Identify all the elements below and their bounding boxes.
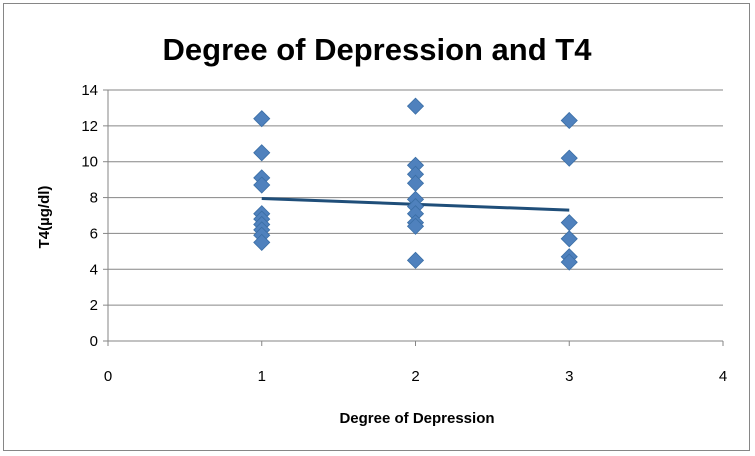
data-point bbox=[560, 214, 578, 232]
y-tick-label: 8 bbox=[90, 190, 98, 207]
data-point bbox=[253, 233, 271, 251]
y-tick-label: 14 bbox=[81, 82, 98, 99]
data-point bbox=[253, 110, 271, 128]
data-points bbox=[253, 97, 578, 271]
data-point bbox=[560, 149, 578, 167]
y-axis-label: T4(µg/dl) bbox=[36, 186, 53, 249]
y-tick-label: 0 bbox=[90, 333, 98, 350]
data-point bbox=[253, 176, 271, 194]
data-point bbox=[560, 111, 578, 130]
chart-area: Degree of Depression and T4 0 2 4 6 8 10 12 14 0… bbox=[3, 3, 750, 451]
axes bbox=[103, 89, 724, 346]
y-tick-label: 12 bbox=[81, 118, 98, 135]
data-point bbox=[560, 253, 578, 271]
x-axis-label: Degree of Depression bbox=[339, 410, 494, 427]
x-tick-label: 1 bbox=[258, 368, 266, 385]
scatter-chart: Degree of Depression and T4 024681012140… bbox=[36, 32, 727, 427]
y-tick-label: 4 bbox=[90, 261, 98, 278]
data-point bbox=[406, 174, 425, 192]
data-point bbox=[253, 144, 271, 162]
data-point bbox=[406, 97, 425, 115]
data-point bbox=[406, 251, 425, 269]
x-tick-label: 3 bbox=[565, 368, 573, 385]
data-point bbox=[406, 217, 425, 235]
x-tick-label: 2 bbox=[411, 368, 419, 385]
chart-title: Degree of Depression and T4 bbox=[163, 32, 593, 67]
y-tick-label: 6 bbox=[90, 225, 98, 242]
data-point bbox=[560, 230, 578, 248]
x-tick-label: 4 bbox=[719, 368, 727, 385]
y-tick-label: 10 bbox=[81, 154, 98, 171]
y-tick-label: 2 bbox=[90, 297, 98, 314]
x-tick-label: 0 bbox=[104, 368, 112, 385]
